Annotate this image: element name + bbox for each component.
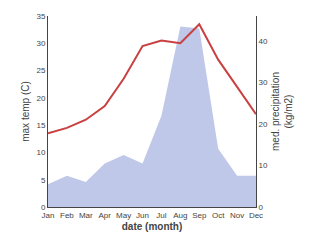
svg-text:Apr: Apr (99, 211, 112, 220)
svg-text:20: 20 (259, 120, 268, 129)
svg-text:0: 0 (259, 203, 264, 212)
svg-text:med. precipitation(kg/m2): med. precipitation(kg/m2) (270, 72, 294, 151)
svg-text:Mar: Mar (79, 211, 93, 220)
svg-text:max temp (C): max temp (C) (20, 81, 31, 142)
svg-text:date (month): date (month) (122, 221, 183, 232)
svg-text:40: 40 (259, 37, 268, 46)
svg-text:5: 5 (41, 176, 46, 185)
svg-text:30: 30 (36, 39, 45, 48)
svg-text:Nov: Nov (230, 211, 244, 220)
svg-text:Jun: Jun (136, 211, 149, 220)
svg-text:20: 20 (36, 94, 45, 103)
svg-text:25: 25 (36, 66, 45, 75)
svg-text:Aug: Aug (173, 211, 187, 220)
svg-text:15: 15 (36, 121, 45, 130)
svg-text:May: May (116, 211, 131, 220)
svg-text:10: 10 (36, 148, 45, 157)
svg-text:0: 0 (41, 203, 46, 212)
svg-text:30: 30 (259, 78, 268, 87)
svg-text:Dec: Dec (249, 211, 263, 220)
svg-text:Feb: Feb (60, 211, 74, 220)
svg-text:35: 35 (36, 12, 45, 21)
svg-text:Jan: Jan (42, 211, 55, 220)
svg-text:Sep: Sep (192, 211, 207, 220)
svg-text:Oct: Oct (212, 211, 225, 220)
svg-text:10: 10 (259, 161, 268, 170)
svg-text:Jul: Jul (156, 211, 166, 220)
